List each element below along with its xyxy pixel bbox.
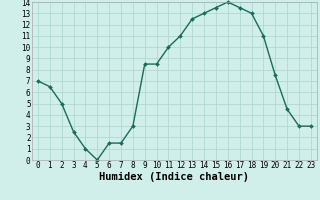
X-axis label: Humidex (Indice chaleur): Humidex (Indice chaleur) <box>100 172 249 182</box>
